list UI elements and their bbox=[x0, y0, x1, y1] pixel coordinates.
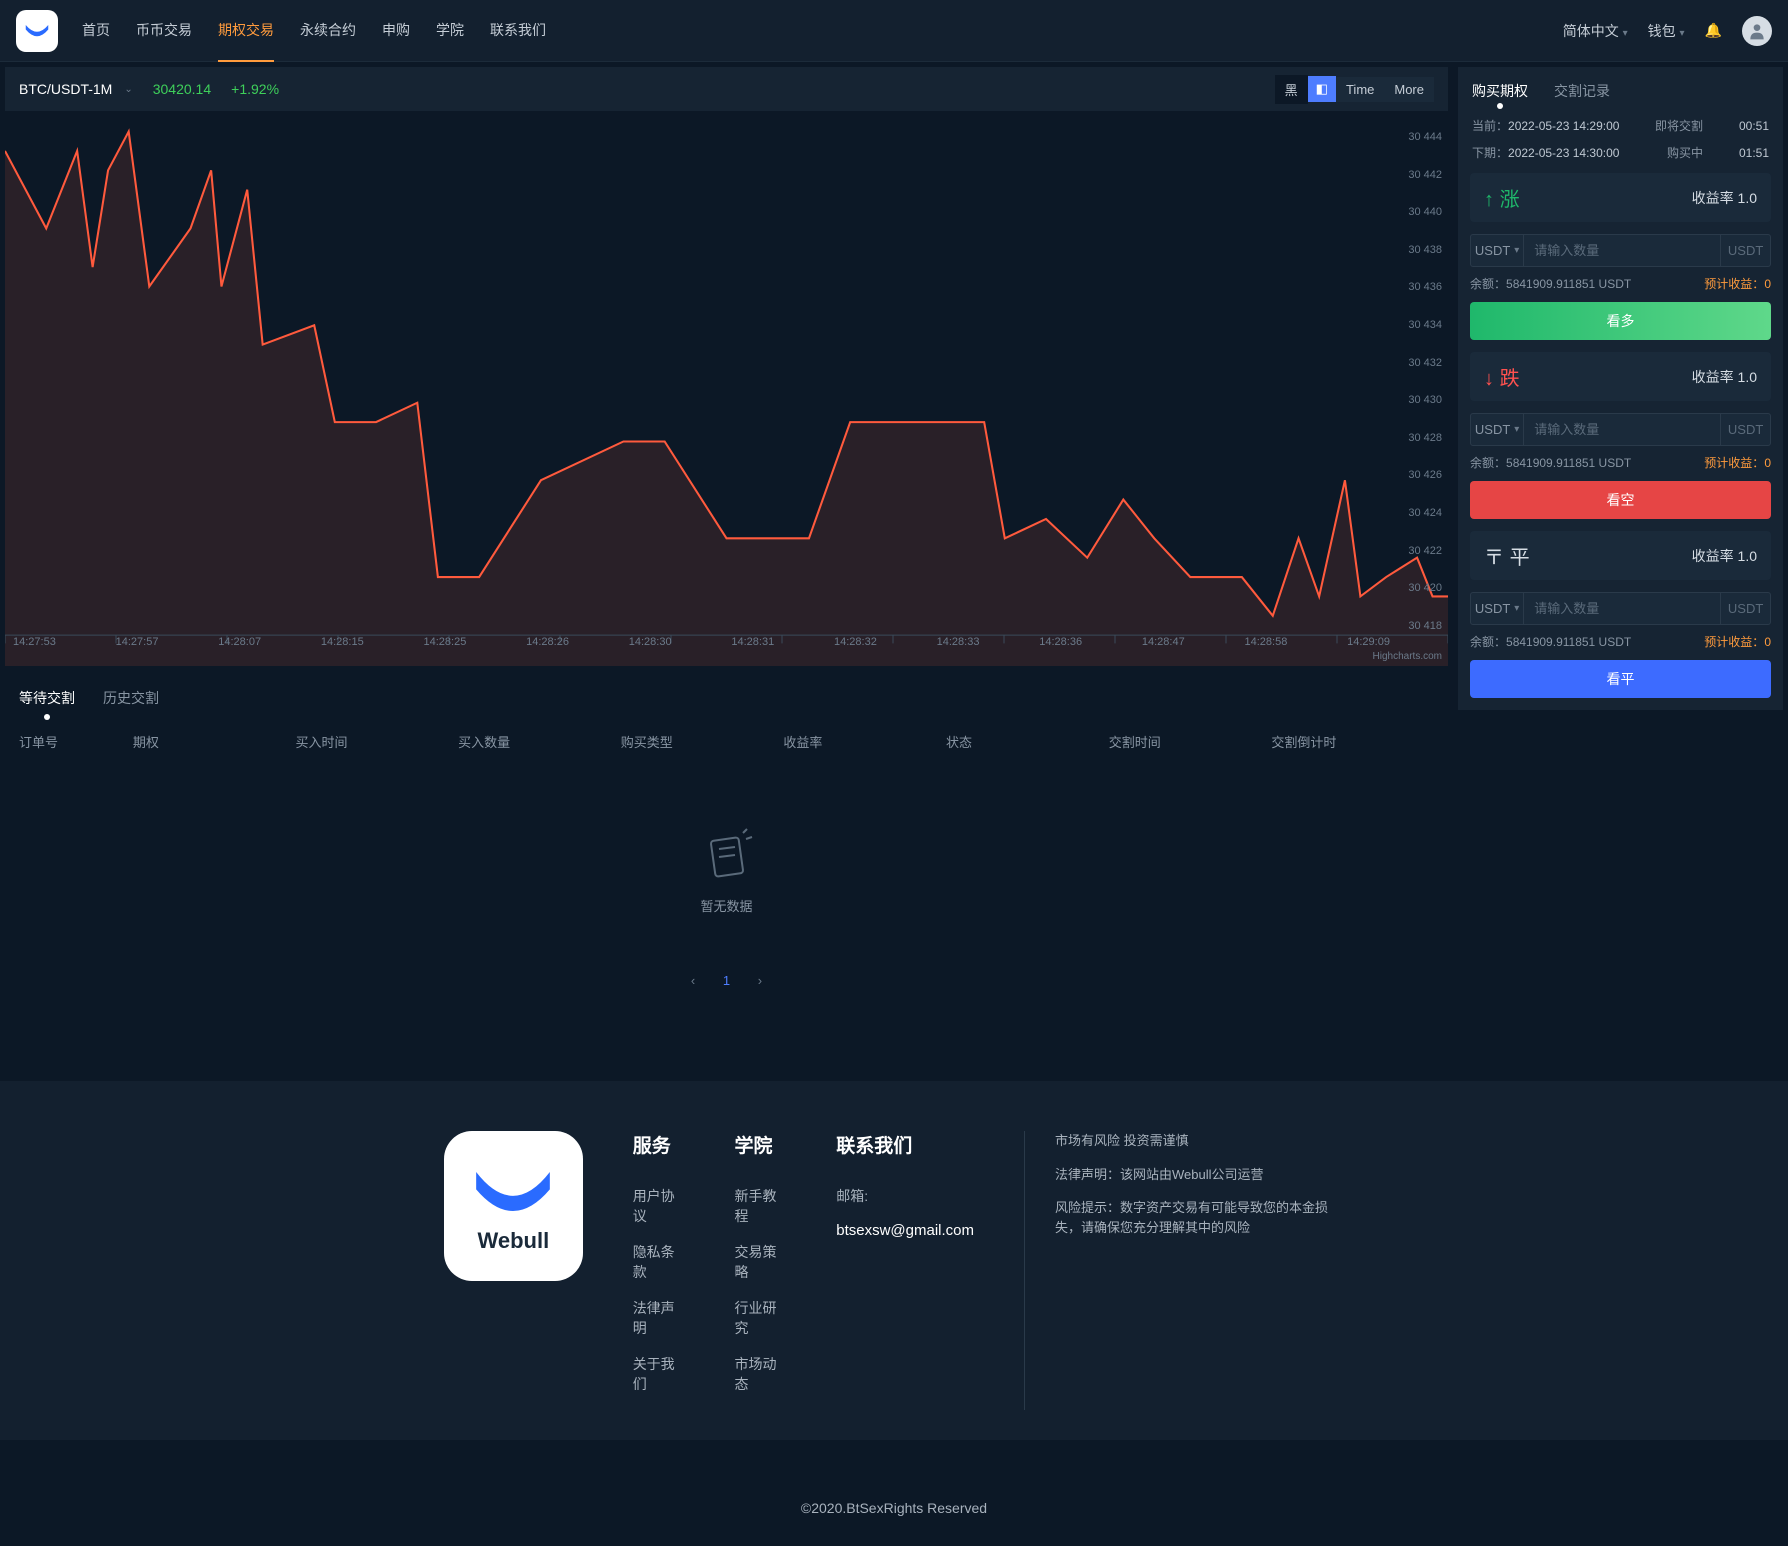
currency-select-up[interactable]: USDT ▾ bbox=[1470, 234, 1524, 267]
symbol-bar: BTC/USDT-1M ⌄ 30420.14 +1.92% 黑 ◧ Time M… bbox=[5, 67, 1448, 111]
footer-link[interactable]: 隐私条款 bbox=[633, 1242, 685, 1282]
price-change: +1.92% bbox=[231, 81, 279, 97]
arrow-up-icon: ↑ 涨 bbox=[1484, 183, 1520, 212]
chart-candle-button[interactable]: ◧ bbox=[1308, 76, 1336, 102]
nav-item-5[interactable]: 学院 bbox=[436, 0, 464, 62]
footer-link[interactable]: 行业研究 bbox=[734, 1298, 786, 1338]
nav-item-0[interactable]: 首页 bbox=[82, 0, 110, 62]
brand-logo[interactable] bbox=[16, 10, 58, 52]
tab-history[interactable]: 历史交割 bbox=[103, 688, 159, 718]
direction-down: ↓ 跌 收益率 1.0 bbox=[1470, 352, 1771, 401]
symbol-pair: BTC/USDT-1M bbox=[19, 81, 112, 97]
col-header: 收益率 bbox=[783, 732, 946, 751]
col-header: 买入时间 bbox=[295, 732, 458, 751]
unit-label: USDT bbox=[1720, 413, 1771, 446]
pagination: ‹ 1 › bbox=[5, 955, 1448, 1006]
nav-items: 首页币币交易期权交易永续合约申购学院联系我们 bbox=[82, 0, 546, 62]
page-next[interactable]: › bbox=[746, 973, 774, 988]
trade-panel: 购买期权 交割记录 当前：2022-05-23 14:29:00 即将交割00:… bbox=[1458, 67, 1783, 1006]
buy-down-button[interactable]: 看空 bbox=[1470, 481, 1771, 519]
footer-link[interactable]: 新手教程 bbox=[734, 1186, 786, 1226]
nav-item-6[interactable]: 联系我们 bbox=[490, 0, 546, 62]
footer: Webull 服务 用户协议隐私条款法律声明关于我们 学院 新手教程交易策略行业… bbox=[0, 1081, 1788, 1440]
wallet-link[interactable]: 钱包 ▾ bbox=[1648, 21, 1685, 41]
col-header: 订单号 bbox=[19, 732, 133, 751]
contact-email[interactable]: btsexsw@gmail.com bbox=[836, 1222, 974, 1239]
language-selector[interactable]: 简体中文 ▾ bbox=[1563, 21, 1628, 41]
currency-select-flat[interactable]: USDT ▾ bbox=[1470, 592, 1524, 625]
avatar[interactable] bbox=[1742, 16, 1772, 46]
footer-link[interactable]: 用户协议 bbox=[633, 1186, 685, 1226]
col-header: 购买类型 bbox=[621, 732, 784, 751]
mail-label: 邮箱: bbox=[836, 1186, 974, 1206]
col-header: 交割时间 bbox=[1109, 732, 1272, 751]
nav-item-4[interactable]: 申购 bbox=[382, 0, 410, 62]
buy-flat-button[interactable]: 看平 bbox=[1470, 660, 1771, 698]
amount-input-down[interactable] bbox=[1524, 413, 1720, 446]
tab-records[interactable]: 交割记录 bbox=[1554, 81, 1610, 101]
orders-header: 订单号期权买入时间买入数量购买类型收益率状态交割时间交割倒计时 bbox=[5, 718, 1448, 765]
chart-more-button[interactable]: More bbox=[1384, 77, 1434, 102]
symbol-selector[interactable]: BTC/USDT-1M ⌄ bbox=[19, 81, 133, 97]
empty-state: 暂无数据 bbox=[5, 765, 1448, 955]
empty-icon bbox=[699, 825, 755, 884]
footer-link[interactable]: 法律声明 bbox=[633, 1298, 685, 1338]
page-1[interactable]: 1 bbox=[711, 973, 742, 988]
col-header: 状态 bbox=[946, 732, 1109, 751]
footer-logo: Webull bbox=[444, 1131, 583, 1281]
chart-time-button[interactable]: Time bbox=[1336, 77, 1384, 102]
footer-link[interactable]: 交易策略 bbox=[734, 1242, 786, 1282]
direction-flat: 〒 平 收益率 1.0 bbox=[1470, 531, 1771, 580]
chart-credit: Highcharts.com bbox=[1373, 651, 1442, 662]
footer-link[interactable]: 市场动态 bbox=[734, 1354, 786, 1394]
arrow-down-icon: ↓ 跌 bbox=[1484, 362, 1520, 391]
amount-input-flat[interactable] bbox=[1524, 592, 1720, 625]
theme-black-button[interactable]: 黑 bbox=[1275, 75, 1308, 104]
unit-label: USDT bbox=[1720, 234, 1771, 267]
flat-icon: 〒 平 bbox=[1484, 541, 1530, 570]
col-header: 期权 bbox=[133, 732, 296, 751]
page-prev[interactable]: ‹ bbox=[679, 973, 707, 988]
footer-service: 服务 用户协议隐私条款法律声明关于我们 bbox=[633, 1131, 685, 1410]
notifications-icon[interactable]: 🔔 bbox=[1705, 22, 1722, 39]
footer-notes: 市场有风险 投资需谨慎法律声明：该网站由Webull公司运营风险提示：数字资产交… bbox=[1024, 1131, 1344, 1410]
tab-buy-option[interactable]: 购买期权 bbox=[1472, 81, 1528, 101]
currency-select-down[interactable]: USDT ▾ bbox=[1470, 413, 1524, 446]
buy-up-button[interactable]: 看多 bbox=[1470, 302, 1771, 340]
col-header: 买入数量 bbox=[458, 732, 621, 751]
nav-item-3[interactable]: 永续合约 bbox=[300, 0, 356, 62]
footer-link[interactable]: 关于我们 bbox=[633, 1354, 685, 1394]
col-header: 交割倒计时 bbox=[1271, 732, 1434, 751]
tab-pending[interactable]: 等待交割 bbox=[19, 688, 75, 718]
last-price: 30420.14 bbox=[153, 81, 211, 97]
direction-up: ↑ 涨 收益率 1.0 bbox=[1470, 173, 1771, 222]
empty-text: 暂无数据 bbox=[5, 896, 1448, 915]
orders-section: 等待交割 历史交割 订单号期权买入时间买入数量购买类型收益率状态交割时间交割倒计… bbox=[5, 674, 1448, 1006]
top-nav: 首页币币交易期权交易永续合约申购学院联系我们 简体中文 ▾ 钱包 ▾ 🔔 bbox=[0, 0, 1788, 62]
nav-item-2[interactable]: 期权交易 bbox=[218, 0, 274, 62]
copyright: ©2020.BtSexRights Reserved bbox=[0, 1440, 1788, 1546]
footer-contact: 联系我们 邮箱: btsexsw@gmail.com bbox=[836, 1131, 974, 1410]
nav-item-1[interactable]: 币币交易 bbox=[136, 0, 192, 62]
unit-label: USDT bbox=[1720, 592, 1771, 625]
chevron-down-icon: ⌄ bbox=[124, 84, 132, 95]
price-chart[interactable]: 30 44430 44230 44030 43830 43630 43430 4… bbox=[5, 111, 1448, 666]
footer-academy: 学院 新手教程交易策略行业研究市场动态 bbox=[734, 1131, 786, 1410]
amount-input-up[interactable] bbox=[1524, 234, 1720, 267]
